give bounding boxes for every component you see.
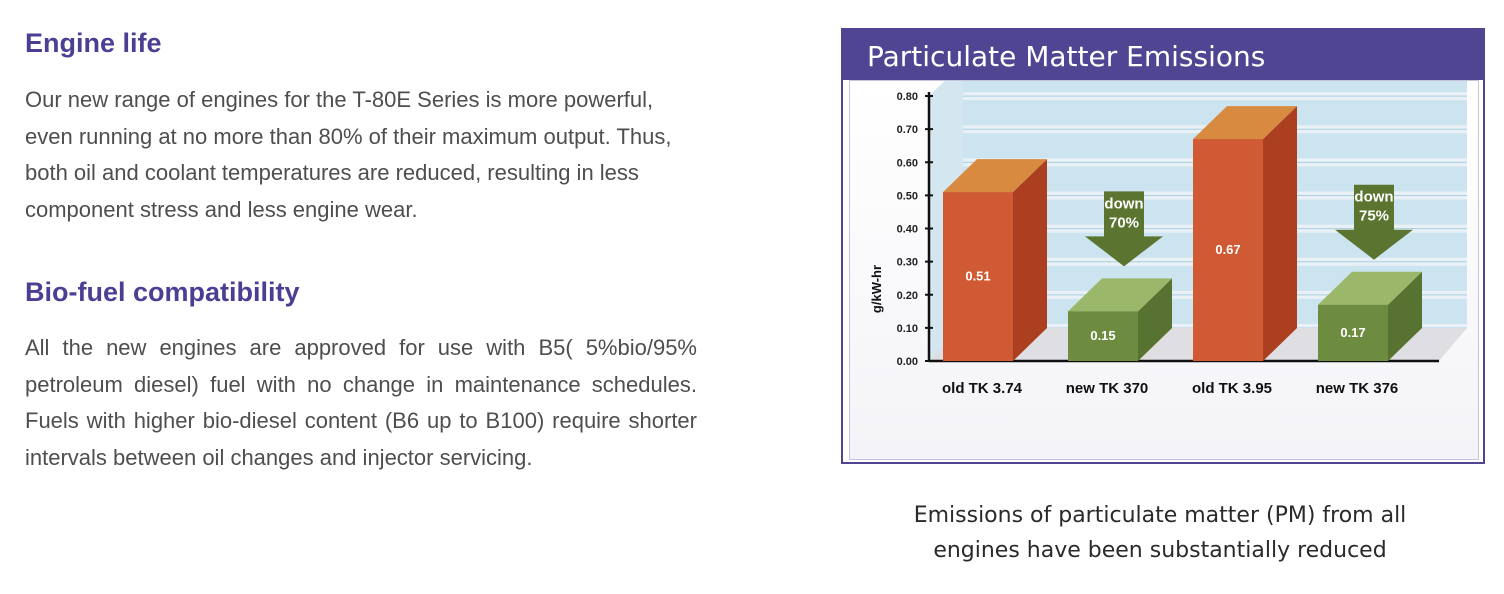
bar (1318, 304, 1388, 361)
bar-side (1138, 278, 1172, 361)
y-axis-label: g/kW-hr (869, 265, 884, 313)
chart-caption: Emissions of particulate matter (PM) fro… (900, 498, 1420, 568)
bar-top (1193, 106, 1297, 140)
chart-header: Particulate Matter Emissions (843, 30, 1483, 80)
y-tick-label: 0.60 (897, 157, 918, 169)
engine-life-heading: Engine life (25, 28, 162, 58)
grid-band (963, 81, 1467, 93)
arrow-label-percent: 70% (1109, 214, 1139, 231)
bar-value-label: 0.67 (1215, 242, 1240, 257)
bar-side (1013, 159, 1047, 361)
category-label: new TK 370 (1066, 380, 1149, 397)
y-tick-label: 0.30 (897, 257, 918, 269)
engine-life-paragraph: Our new range of engines for the T-80E S… (25, 87, 672, 222)
chart-title: Particulate Matter Emissions (867, 40, 1266, 73)
category-label: old TK 3.95 (1192, 380, 1272, 397)
y-tick-label: 0.50 (897, 190, 918, 202)
y-tick-label: 0.00 (897, 356, 918, 368)
bar-top (943, 159, 1047, 193)
category-label: new TK 376 (1316, 380, 1399, 397)
bar (1068, 311, 1138, 361)
biofuel-paragraph: All the new engines are approved for use… (25, 335, 697, 470)
down-arrow-icon (1085, 191, 1163, 267)
y-tick-label: 0.80 (897, 91, 918, 103)
bar-side (1263, 106, 1297, 361)
y-tick-label: 0.10 (897, 323, 918, 335)
pm-emissions-chart: 0.00 0.10 0.20 0.30 0.40 0.50 0.60 0.70 0.80 g/kW… (869, 81, 1467, 397)
category-label: old TK 3.74 (942, 380, 1023, 397)
down-arrow-icon (1335, 184, 1413, 260)
bar-value-label: 0.15 (1090, 328, 1115, 343)
y-tick-label: 0.40 (897, 224, 918, 236)
arrow-label-word: down (1104, 195, 1143, 212)
bar-top (1068, 278, 1172, 312)
bar-side (1388, 271, 1422, 361)
caption-line-1: Emissions of particulate matter (PM) fro… (913, 503, 1407, 528)
arrow-label-word: down (1354, 189, 1393, 206)
y-tick-label: 0.70 (897, 124, 918, 136)
chart-panel: Particulate Matter Emissions 0.00 0.10 0.2… (841, 28, 1485, 464)
y-tick-label: 0.20 (897, 290, 918, 302)
bar-value-label: 0.17 (1340, 325, 1365, 340)
bar (1193, 139, 1263, 361)
caption-line-2: engines have been substantially reduced (933, 538, 1387, 563)
chart-body: 0.00 0.10 0.20 0.30 0.40 0.50 0.60 0.70 0.80 g/kW… (849, 80, 1479, 460)
arrow-label-percent: 75% (1359, 208, 1389, 225)
bar-value-label: 0.51 (965, 269, 990, 284)
biofuel-heading: Bio-fuel compatibility (25, 277, 300, 307)
bar (943, 192, 1013, 361)
bar-top (1318, 271, 1422, 305)
